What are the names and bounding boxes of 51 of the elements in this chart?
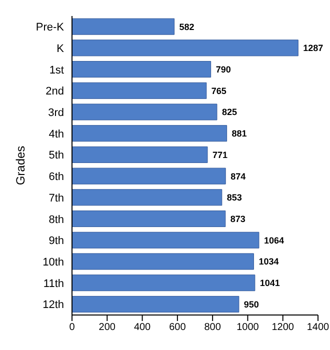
- data-label: 1041: [260, 278, 280, 288]
- y-tick-label: 3rd: [48, 107, 64, 120]
- bar: [72, 253, 254, 270]
- x-tick-label: 200: [98, 322, 116, 334]
- x-tick-label: 800: [204, 322, 222, 334]
- bar: [72, 82, 207, 99]
- data-label: 582: [179, 22, 194, 32]
- x-tick-label: 1000: [236, 322, 260, 334]
- data-label: 825: [222, 107, 237, 118]
- bar: [72, 146, 208, 163]
- y-tick-label: 10th: [42, 256, 64, 269]
- data-label: 853: [226, 192, 242, 203]
- data-label: 790: [216, 64, 231, 74]
- y-axis-title: Grades: [13, 146, 28, 186]
- data-label: 881: [232, 128, 247, 139]
- data-label: 950: [244, 299, 259, 310]
- data-label: 771: [212, 150, 228, 160]
- bar: [72, 189, 222, 206]
- y-tick-label: 9th: [48, 235, 64, 248]
- data-label: 1287: [303, 43, 324, 54]
- x-tick-label: 600: [169, 322, 186, 334]
- y-tick-label: 8th: [48, 214, 64, 226]
- bar: [72, 104, 218, 120]
- x-tick-label: 1400: [306, 322, 330, 334]
- bar: [72, 18, 175, 35]
- x-tick-label: 400: [134, 322, 152, 334]
- x-tick-label: 1200: [272, 322, 294, 334]
- bar: [72, 125, 228, 142]
- bar: [72, 210, 226, 228]
- y-tick-label: Pre-K: [36, 22, 65, 34]
- y-tick-label: 2nd: [46, 86, 64, 98]
- bar: [72, 168, 226, 184]
- data-label: 1064: [264, 235, 284, 246]
- bar: [72, 274, 256, 292]
- data-label: 873: [230, 214, 246, 224]
- data-label: 874: [230, 171, 246, 182]
- y-tick-label: 1st: [49, 64, 64, 76]
- y-tick-label: 12th: [42, 299, 64, 312]
- y-tick-label: K: [56, 42, 65, 55]
- bar: [72, 61, 212, 78]
- y-tick-label: 5th: [48, 150, 64, 162]
- bar: [72, 296, 240, 312]
- y-tick-label: 4th: [48, 128, 64, 140]
- data-label: 765: [211, 86, 226, 96]
- y-tick-label: 7th: [48, 192, 64, 204]
- bar: [72, 40, 298, 56]
- data-label: 1034: [258, 256, 279, 267]
- y-tick-label: 11th: [43, 278, 64, 290]
- bar: [72, 232, 260, 248]
- x-tick-label: 0: [69, 322, 76, 334]
- y-tick-label: 6th: [48, 171, 64, 184]
